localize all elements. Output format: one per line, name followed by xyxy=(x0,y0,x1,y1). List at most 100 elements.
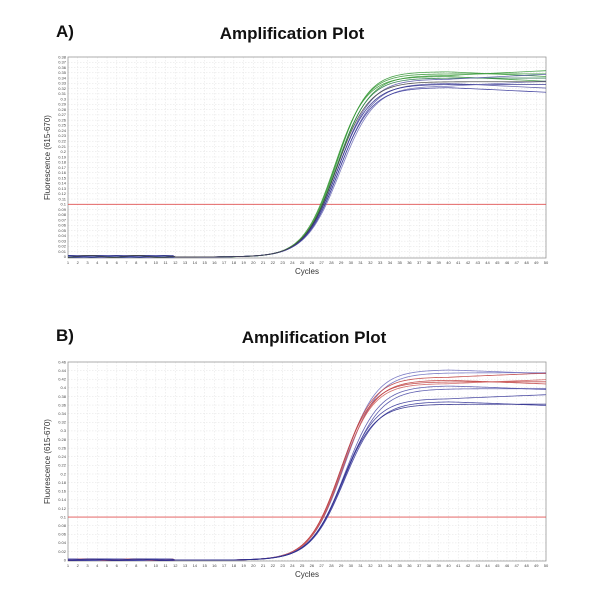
x-tick-label: 9 xyxy=(145,260,148,265)
y-tick-label: 0.08 xyxy=(58,523,67,528)
panel-label-b: B) xyxy=(56,326,74,345)
x-axis-label: Cycles xyxy=(295,570,319,579)
x-tick-label: 43 xyxy=(475,563,480,568)
y-tick-label: 0.02 xyxy=(58,549,67,554)
y-tick-label: 0.28 xyxy=(58,437,67,442)
x-tick-label: 16 xyxy=(212,260,217,265)
x-tick-label: 24 xyxy=(290,563,295,568)
y-tick-label: 0.36 xyxy=(58,65,67,70)
y-tick-label: 0.08 xyxy=(58,212,67,217)
x-tick-label: 20 xyxy=(251,563,256,568)
x-tick-label: 33 xyxy=(378,563,383,568)
x-tick-label: 19 xyxy=(241,260,246,265)
x-tick-label: 18 xyxy=(232,260,237,265)
y-tick-label: 0.2 xyxy=(60,471,66,476)
series-line xyxy=(67,401,547,561)
chart-b: 1 2 3 4 5 6 7 8 9 10 11 12 13 14 15 16 17 18 19 20 21 22 23 24 2… xyxy=(43,359,549,579)
x-tick-label: 32 xyxy=(368,260,373,265)
y-tick-label: 0.24 xyxy=(58,454,67,459)
x-tick-label: 4 xyxy=(96,260,99,265)
x-tick-label: 6 xyxy=(116,563,119,568)
x-tick-label: 13 xyxy=(183,563,188,568)
x-tick-label: 44 xyxy=(485,260,490,265)
x-tick-label: 37 xyxy=(417,563,422,568)
x-tick-label: 33 xyxy=(378,260,383,265)
x-tick-label: 11 xyxy=(163,563,168,568)
x-tick-label: 18 xyxy=(232,563,237,568)
x-tick-label: 40 xyxy=(446,563,451,568)
x-tick-label: 24 xyxy=(290,260,295,265)
x-tick-label: 30 xyxy=(349,563,354,568)
x-tick-label: 39 xyxy=(436,260,441,265)
x-tick-label: 43 xyxy=(475,260,480,265)
y-tick-label: 0.29 xyxy=(58,102,67,107)
x-tick-label: 48 xyxy=(524,563,529,568)
y-tick-label: 0.35 xyxy=(58,70,67,75)
y-tick-label: 0.33 xyxy=(58,81,67,86)
x-tick-label: 46 xyxy=(505,563,510,568)
x-tick-label: 28 xyxy=(329,260,334,265)
y-tick-label: 0.38 xyxy=(58,54,67,59)
y-tick-label: 0.34 xyxy=(58,411,67,416)
y-tick-label: 0.34 xyxy=(58,75,67,80)
x-tick-label: 26 xyxy=(310,563,315,568)
x-tick-label: 35 xyxy=(397,260,402,265)
x-tick-label: 40 xyxy=(446,260,451,265)
y-tick-label: 0.07 xyxy=(58,217,67,222)
y-tick-label: 0.17 xyxy=(58,165,67,170)
y-tick-label: 0.11 xyxy=(59,196,67,201)
series-line xyxy=(67,87,547,258)
x-tick-label: 36 xyxy=(407,563,412,568)
x-tick-label: 3 xyxy=(86,563,89,568)
x-tick-label: 1 xyxy=(67,563,70,568)
x-tick-label: 2 xyxy=(77,563,80,568)
y-tick-label: 0.18 xyxy=(58,480,67,485)
x-tick-label: 38 xyxy=(427,563,432,568)
x-tick-label: 45 xyxy=(495,563,500,568)
y-tick-label: 0.32 xyxy=(58,86,67,91)
x-tick-label: 8 xyxy=(135,260,138,265)
x-tick-label: 48 xyxy=(524,260,529,265)
x-tick-label: 9 xyxy=(145,563,148,568)
x-tick-label: 41 xyxy=(456,563,461,568)
y-tick-label: 0.25 xyxy=(58,123,67,128)
y-tick-label: 0.13 xyxy=(58,186,67,191)
x-tick-label: 8 xyxy=(135,563,138,568)
x-tick-label: 22 xyxy=(271,260,276,265)
x-tick-label: 49 xyxy=(534,563,539,568)
y-tick-label: 0.22 xyxy=(58,138,67,143)
x-tick-label: 17 xyxy=(222,260,227,265)
x-tick-label: 50 xyxy=(544,563,549,568)
x-tick-label: 34 xyxy=(388,563,393,568)
x-tick-label: 12 xyxy=(173,260,178,265)
x-tick-label: 25 xyxy=(300,563,305,568)
x-tick-label: 12 xyxy=(173,563,178,568)
x-tick-label: 38 xyxy=(427,260,432,265)
y-tick-label: 0.06 xyxy=(58,223,67,228)
x-tick-label: 39 xyxy=(436,563,441,568)
x-tick-label: 27 xyxy=(319,563,324,568)
y-tick-label: 0.31 xyxy=(58,91,67,96)
x-tick-label: 37 xyxy=(417,260,422,265)
x-tick-label: 44 xyxy=(485,563,490,568)
x-tick-label: 42 xyxy=(466,260,471,265)
x-tick-label: 19 xyxy=(241,563,246,568)
x-tick-label: 10 xyxy=(154,260,159,265)
x-tick-label: 21 xyxy=(261,260,266,265)
y-tick-label: 0.12 xyxy=(58,191,67,196)
x-tick-label: 49 xyxy=(534,260,539,265)
y-tick-label: 0.2 xyxy=(60,149,66,154)
series-line xyxy=(67,403,546,561)
y-tick-label: 0.1 xyxy=(60,514,66,519)
y-tick-label: 0.37 xyxy=(58,60,67,65)
y-tick-label: 0.04 xyxy=(58,233,67,238)
y-tick-label: 0.21 xyxy=(58,144,67,149)
x-tick-label: 46 xyxy=(505,260,510,265)
x-tick-label: 5 xyxy=(106,563,109,568)
x-axis-label: Cycles xyxy=(295,267,319,276)
y-tick-label: 0.44 xyxy=(58,368,67,373)
x-tick-label: 14 xyxy=(193,563,198,568)
x-tick-label: 34 xyxy=(388,260,393,265)
y-tick-label: 0.15 xyxy=(58,175,67,180)
y-tick-label: 0.42 xyxy=(58,377,67,382)
